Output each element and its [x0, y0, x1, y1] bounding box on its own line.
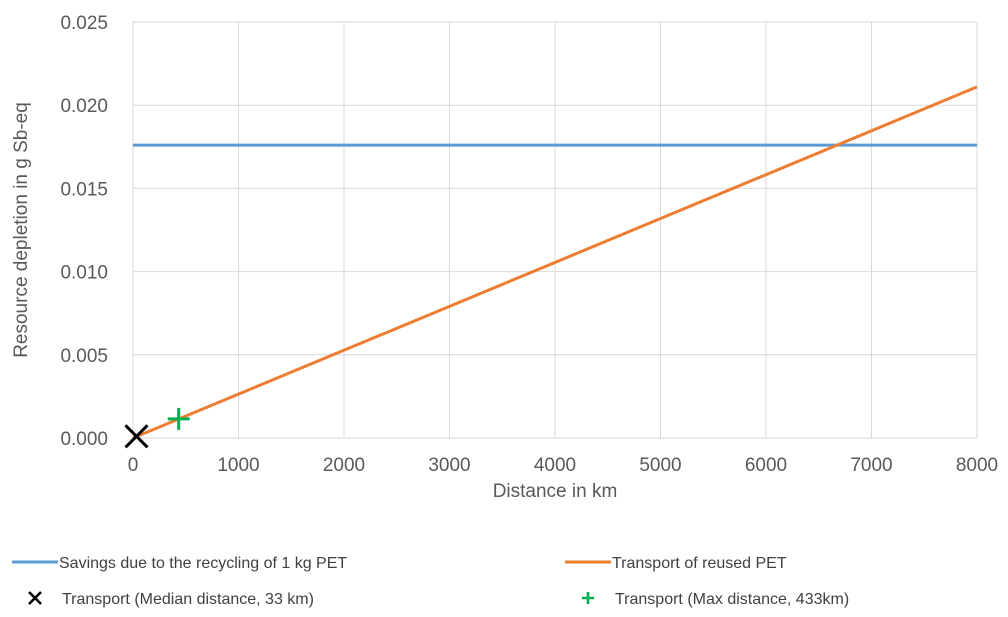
series-marker-3 [167, 407, 190, 430]
legend-swatch-2 [28, 591, 42, 605]
y-tick-label: 0.000 [60, 429, 108, 450]
legend-item-2: Transport (Median distance, 33 km) [28, 591, 314, 608]
x-tick-label: 6000 [745, 455, 787, 476]
x-tick-label: 8000 [956, 455, 998, 476]
legend-item-1: Transport of reused PET [565, 555, 787, 572]
x-tick-label: 0 [128, 455, 139, 476]
legend-label-1: Transport of reused PET [612, 555, 787, 572]
legend-item-3: Transport (Max distance, 433km) [582, 591, 849, 608]
legend-item-0: Savings due to the recycling of 1 kg PET [12, 555, 347, 572]
x-tick-label: 2000 [323, 455, 365, 476]
x-tick-label: 5000 [639, 455, 681, 476]
series-marker-2 [124, 424, 149, 449]
y-tick-label: 0.020 [60, 96, 108, 117]
legend-label-0: Savings due to the recycling of 1 kg PET [59, 555, 347, 572]
legend-label-2: Transport (Median distance, 33 km) [62, 591, 314, 608]
legend-label-3: Transport (Max distance, 433km) [615, 591, 849, 608]
y-tick-label: 0.025 [60, 13, 108, 34]
series-layer [124, 85, 978, 449]
series-line-1 [132, 85, 978, 440]
legend: Savings due to the recycling of 1 kg PET… [12, 555, 849, 608]
x-axis-title: Distance in km [493, 481, 618, 502]
x-tick-label: 7000 [850, 455, 892, 476]
legend-swatch-3 [582, 592, 594, 604]
x-tick-label: 4000 [534, 455, 576, 476]
y-tick-label: 0.010 [60, 263, 108, 284]
y-axis-title: Resource depletion in g Sb-eq [11, 102, 32, 358]
gridlines [132, 21, 978, 439]
tick-labels: 0 1000 2000 3000 4000 5000 6000 7000 8000 0.000 0.… [60, 13, 998, 476]
y-tick-label: 0.015 [60, 179, 108, 200]
x-tick-label: 1000 [217, 455, 259, 476]
x-tick-label: 3000 [428, 455, 470, 476]
y-tick-label: 0.005 [60, 346, 108, 367]
